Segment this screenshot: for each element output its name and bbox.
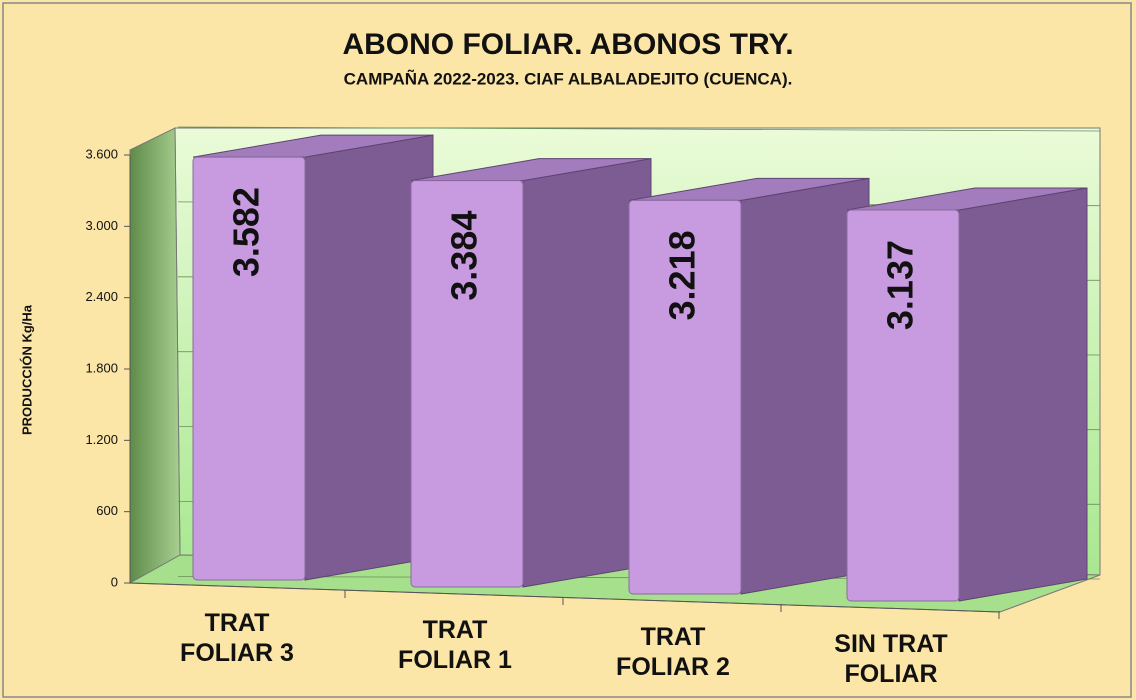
y-tick-label: 600 bbox=[96, 503, 118, 518]
bar bbox=[192, 156, 306, 581]
x-tick-label: SIN TRAT FOLIAR bbox=[834, 630, 948, 688]
value-label: 3.137 bbox=[880, 240, 921, 330]
chart-title: ABONO FOLIAR. ABONOS TRY. bbox=[342, 28, 793, 61]
x-tick-label: TRAT FOLIAR 1 bbox=[398, 616, 512, 674]
y-axis-label: PRODUCCIÓN Kg/Ha bbox=[19, 304, 34, 435]
y-tick-label: 3.600 bbox=[85, 146, 118, 161]
y-tick-label: 0 bbox=[111, 574, 118, 589]
bar bbox=[410, 180, 524, 588]
grid-line bbox=[177, 126, 1101, 132]
y-tick-label: 2.400 bbox=[85, 289, 118, 304]
x-tick-label: TRAT FOLIAR 3 bbox=[180, 609, 294, 667]
value-label: 3.218 bbox=[662, 230, 703, 320]
side-wall bbox=[129, 127, 181, 584]
y-tick-label: 3.000 bbox=[85, 218, 118, 233]
y-tick-label: 1.800 bbox=[85, 360, 118, 375]
y-tick-label: 1.200 bbox=[85, 432, 118, 447]
x-axis bbox=[129, 582, 1001, 613]
value-label: 3.384 bbox=[444, 211, 485, 301]
bar bbox=[628, 199, 742, 595]
value-label: 3.582 bbox=[226, 187, 267, 277]
bar bbox=[846, 209, 960, 602]
x-tick-label: TRAT FOLIAR 2 bbox=[616, 623, 730, 681]
chart-subtitle: CAMPAÑA 2022-2023. CIAF ALBALADEJITO (CU… bbox=[344, 68, 793, 88]
bar-side bbox=[958, 187, 1088, 602]
